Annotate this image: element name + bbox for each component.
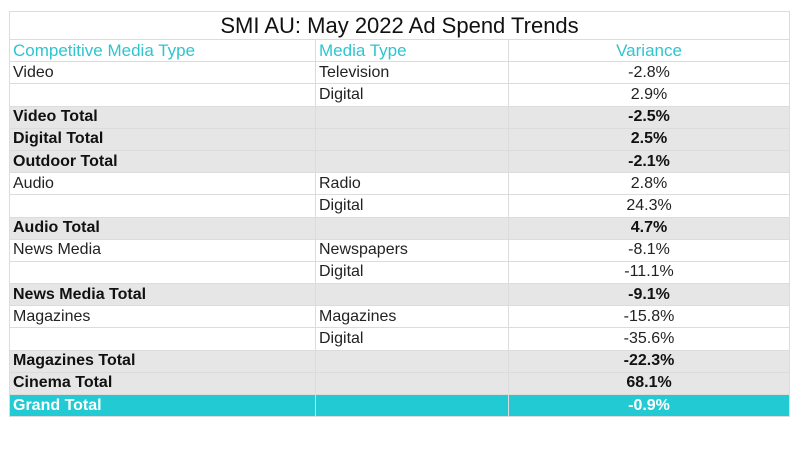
variance-cell: 2.8% [507, 172, 791, 196]
total-row: Digital Total 2.5% [9, 127, 791, 151]
competitive-media-type-cell: News Media Total [9, 283, 316, 307]
title-row: SMI AU: May 2022 Ad Spend Trends [8, 11, 791, 40]
table-row: Digital -35.6% [9, 327, 791, 351]
variance-cell: 2.9% [507, 83, 791, 107]
media-type-cell: Digital [315, 260, 509, 285]
variance-cell: -0.9% [507, 393, 791, 418]
variance-cell: -11.1% [507, 260, 791, 285]
variance-cell: 24.3% [507, 194, 791, 218]
variance-cell: 4.7% [507, 216, 791, 240]
competitive-media-type-cell [9, 327, 316, 351]
media-type-cell: Television [315, 61, 509, 85]
table-row: Digital 2.9% [9, 83, 791, 107]
media-type-cell [315, 283, 509, 307]
competitive-media-type-cell: Magazines [9, 305, 316, 329]
total-row: Outdoor Total -2.1% [9, 149, 791, 174]
total-row: News Media Total -9.1% [9, 283, 791, 307]
competitive-media-type-cell: News Media [9, 238, 316, 262]
table-row: Digital 24.3% [9, 194, 791, 218]
media-type-cell [315, 393, 509, 418]
media-type-cell [315, 149, 509, 174]
competitive-media-type-cell: Cinema Total [9, 371, 316, 396]
variance-cell: 2.5% [507, 127, 791, 151]
total-row: Cinema Total 68.1% [9, 371, 791, 396]
table-row: Audio Radio 2.8% [9, 172, 791, 196]
table-row: Magazines Magazines -15.8% [9, 305, 791, 329]
table-row: Video Television -2.8% [9, 61, 791, 85]
media-type-cell: Digital [315, 194, 509, 218]
variance-cell: -2.1% [507, 149, 791, 174]
table-row: Digital -11.1% [9, 260, 791, 285]
variance-cell: -35.6% [507, 327, 791, 351]
grand-total-row: Grand Total -0.9% [9, 393, 791, 418]
variance-cell: -2.5% [507, 105, 791, 129]
table-title: SMI AU: May 2022 Ad Spend Trends [8, 11, 791, 40]
variance-cell: -8.1% [507, 238, 791, 262]
media-type-cell [315, 127, 509, 151]
competitive-media-type-cell [9, 260, 316, 285]
media-type-cell: Newspapers [315, 238, 509, 262]
header-row: Competitive Media Type Media Type Varian… [9, 38, 791, 63]
competitive-media-type-cell: Digital Total [9, 127, 316, 151]
competitive-media-type-cell: Audio Total [9, 216, 316, 240]
header-media-type: Media Type [315, 38, 509, 63]
table-row: News Media Newspapers -8.1% [9, 238, 791, 262]
ad-spend-table: SMI AU: May 2022 Ad Spend Trends Competi… [8, 11, 791, 418]
competitive-media-type-cell: Audio [9, 172, 316, 196]
media-type-cell [315, 105, 509, 129]
competitive-media-type-cell: Grand Total [9, 393, 316, 418]
media-type-cell: Digital [315, 327, 509, 351]
media-type-cell: Magazines [315, 305, 509, 329]
total-row: Magazines Total -22.3% [9, 349, 791, 373]
variance-cell: -9.1% [507, 283, 791, 307]
competitive-media-type-cell: Video Total [9, 105, 316, 129]
media-type-cell: Radio [315, 172, 509, 196]
media-type-cell [315, 371, 509, 396]
media-type-cell [315, 216, 509, 240]
variance-cell: 68.1% [507, 371, 791, 396]
variance-cell: -15.8% [507, 305, 791, 329]
competitive-media-type-cell: Outdoor Total [9, 149, 316, 174]
competitive-media-type-cell: Video [9, 61, 316, 85]
variance-cell: -2.8% [507, 61, 791, 85]
header-variance: Variance [507, 38, 791, 63]
total-row: Video Total -2.5% [9, 105, 791, 129]
media-type-cell [315, 349, 509, 373]
media-type-cell: Digital [315, 83, 509, 107]
total-row: Audio Total 4.7% [9, 216, 791, 240]
competitive-media-type-cell [9, 83, 316, 107]
competitive-media-type-cell [9, 194, 316, 218]
competitive-media-type-cell: Magazines Total [9, 349, 316, 373]
variance-cell: -22.3% [507, 349, 791, 373]
header-competitive-media-type: Competitive Media Type [9, 38, 316, 63]
